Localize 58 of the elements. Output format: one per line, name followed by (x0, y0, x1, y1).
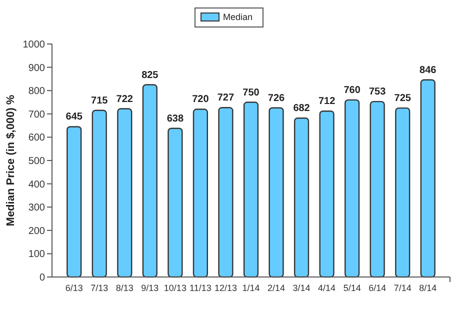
bar (66, 126, 82, 278)
bar (192, 108, 208, 278)
bar (92, 110, 107, 278)
x-tick-label: 4/14 (318, 283, 336, 293)
bar (395, 107, 410, 278)
x-tick-label: 8/13 (116, 283, 134, 293)
y-tick-label: 100 (28, 249, 46, 260)
x-tick-label: 1/14 (242, 283, 260, 293)
bar (142, 84, 158, 278)
x-tick-label: 8/14 (419, 283, 437, 293)
x-tick-label: 9/13 (141, 283, 159, 293)
data-label: 682 (293, 103, 310, 114)
bar (117, 108, 132, 278)
y-tick-label: 0 (39, 272, 46, 284)
y-tick-label: 500 (28, 156, 46, 167)
data-label: 726 (268, 92, 286, 104)
x-tick-label: 11/13 (190, 283, 212, 293)
bar (218, 107, 234, 278)
y-tick-label: 1000 (22, 40, 46, 50)
bar (344, 99, 360, 278)
data-label: 725 (394, 93, 412, 104)
y-tick-label: 600 (28, 132, 46, 144)
x-tick-label: 6/14 (368, 283, 386, 293)
bar (243, 102, 259, 278)
data-label: 846 (420, 64, 437, 76)
x-tick-label: 12/13 (214, 283, 237, 293)
x-tick-label: 6/13 (65, 283, 83, 293)
bar (370, 100, 385, 278)
x-tick-label: 7/13 (90, 283, 108, 293)
bar (420, 79, 436, 278)
x-tick-label: 5/14 (343, 283, 361, 293)
y-tick-label: 200 (28, 226, 46, 237)
data-label: 645 (66, 112, 83, 123)
data-label: 760 (344, 84, 361, 96)
data-label: 722 (116, 94, 134, 105)
data-label: 825 (142, 70, 159, 81)
x-tick-label: 3/14 (292, 283, 310, 293)
x-tick-label: 7/14 (394, 283, 412, 293)
data-label: 750 (242, 87, 260, 98)
data-label: 715 (91, 95, 108, 106)
x-tick-label: 2/14 (268, 283, 286, 293)
data-label: 720 (192, 94, 210, 106)
y-tick-label: 400 (28, 179, 46, 190)
y-axis-title: Median Price (in $,000) % (5, 94, 17, 226)
data-label: 638 (166, 113, 184, 124)
y-tick-label: 300 (28, 202, 46, 214)
data-label: 753 (369, 86, 386, 98)
y-tick-label: 800 (28, 86, 46, 98)
bar (319, 110, 334, 278)
data-label: 727 (217, 92, 235, 104)
data-label: 712 (318, 96, 336, 108)
legend-label: Median (223, 12, 253, 22)
y-tick-label: 700 (28, 109, 46, 120)
bar (268, 107, 284, 278)
bar (294, 117, 310, 278)
y-tick-label: 900 (28, 62, 46, 74)
bar (168, 128, 183, 278)
x-tick-label: 10/13 (164, 283, 186, 293)
